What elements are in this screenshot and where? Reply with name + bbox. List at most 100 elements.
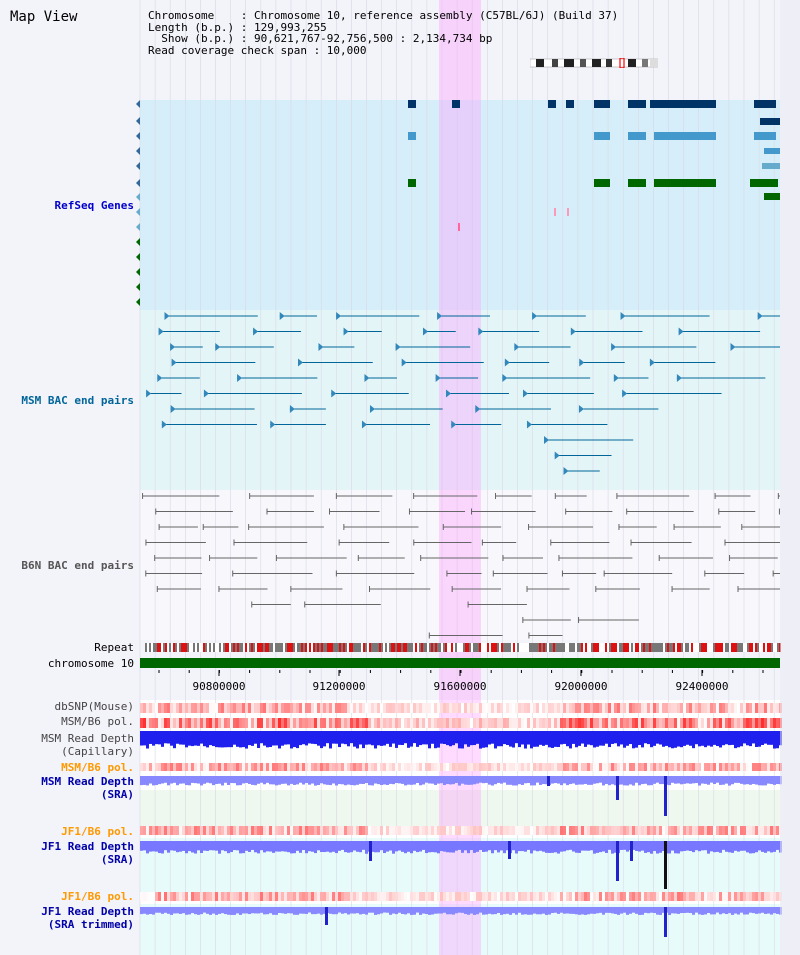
repeat-segment xyxy=(533,643,535,652)
read-depth-bar xyxy=(755,731,758,748)
read-depth-bar xyxy=(245,841,248,851)
polymorphism-cell xyxy=(545,763,548,771)
read-depth-bar xyxy=(179,731,182,745)
polymorphism-cell xyxy=(518,892,521,901)
polymorphism-cell xyxy=(206,763,209,771)
polymorphism-cell xyxy=(431,763,434,771)
read-depth-bar xyxy=(758,841,761,851)
read-depth-bar xyxy=(707,731,710,746)
polymorphism-cell xyxy=(581,826,584,835)
repeat-segment xyxy=(153,643,155,652)
polymorphism-cell xyxy=(215,892,218,901)
chromosome-ideogram[interactable] xyxy=(529,53,659,69)
track-label-jf1-depth-sra[interactable]: JF1 Read Depth (SRA) xyxy=(41,840,134,866)
polymorphism-cell xyxy=(371,703,374,713)
polymorphism-cell xyxy=(401,826,404,835)
polymorphism-cell xyxy=(221,892,224,901)
track-label-jf1-depth-trimmed[interactable]: JF1 Read Depth (SRA trimmed) xyxy=(41,905,134,931)
read-depth-bar xyxy=(710,907,713,915)
polymorphism-cell xyxy=(410,763,413,771)
polymorphism-cell xyxy=(422,763,425,771)
gene-exon-block xyxy=(458,223,460,231)
polymorphism-cell xyxy=(248,718,251,728)
track-label-b6n-bac[interactable]: B6N BAC end pairs xyxy=(21,559,134,572)
polymorphism-cell xyxy=(344,703,347,713)
read-depth-bar xyxy=(170,907,173,915)
polymorphism-cell xyxy=(302,718,305,728)
polymorphism-cell xyxy=(692,718,695,728)
read-depth-bar xyxy=(266,907,269,915)
track-label-dbsnp[interactable]: dbSNP(Mouse) xyxy=(54,700,134,713)
track-label-msm-depth-capillary[interactable]: MSM Read Depth (Capillary) xyxy=(41,732,134,758)
track-label-refseq[interactable]: RefSeq Genes xyxy=(54,199,134,212)
read-depth-bar xyxy=(167,841,170,853)
track-label-jf1-pol[interactable]: JF1/B6 pol. xyxy=(61,825,134,838)
polymorphism-cell xyxy=(689,718,692,728)
read-depth-bar xyxy=(488,731,491,745)
polymorphism-cell xyxy=(434,718,437,728)
repeat-segment xyxy=(711,643,713,652)
repeat-segment xyxy=(373,643,375,652)
msm-depth-sra-line1: MSM Read Depth xyxy=(41,775,134,788)
polymorphism-cell xyxy=(386,892,389,901)
read-depth-bar xyxy=(452,776,455,785)
read-depth-bar xyxy=(533,907,536,914)
read-depth-bar xyxy=(686,907,689,913)
polymorphism-cell xyxy=(158,703,161,713)
track-label-repeat[interactable]: Repeat xyxy=(94,641,134,654)
track-label-msm-pol[interactable]: MSM/B6 pol. xyxy=(61,715,134,728)
track-label-msm-bac[interactable]: MSM BAC end pairs xyxy=(21,394,134,407)
polymorphism-cell xyxy=(212,703,215,713)
polymorphism-cell xyxy=(479,718,482,728)
read-depth-bar xyxy=(197,731,200,746)
read-depth-bar xyxy=(701,841,704,851)
polymorphism-cell xyxy=(755,826,758,835)
polymorphism-cell xyxy=(584,718,587,728)
read-depth-bar xyxy=(365,731,368,745)
read-depth-bar xyxy=(677,841,680,854)
polymorphism-cell xyxy=(221,718,224,728)
repeat-segment xyxy=(513,643,515,652)
track-label-jf1-pol-2[interactable]: JF1/B6 pol. xyxy=(61,890,134,903)
read-depth-bar xyxy=(218,776,221,784)
read-depth-bar xyxy=(317,841,320,851)
track-label-msm-pol-2[interactable]: MSM/B6 pol. xyxy=(61,761,134,774)
right-scroll-area[interactable] xyxy=(780,0,800,955)
bac-end-marker xyxy=(157,374,163,382)
track-label-chromosome[interactable]: chromosome 10 xyxy=(47,657,134,670)
polymorphism-cell xyxy=(173,826,176,835)
read-depth-bar xyxy=(383,776,386,785)
track-label-msm-depth-sra[interactable]: MSM Read Depth (SRA) xyxy=(41,775,134,801)
polymorphism-cell xyxy=(158,826,161,835)
polymorphism-cell xyxy=(626,826,629,835)
read-depth-bar xyxy=(419,776,422,786)
polymorphism-cell xyxy=(245,826,248,835)
repeat-segment xyxy=(219,643,221,652)
repeat-segment xyxy=(169,643,171,652)
read-depth-bar xyxy=(341,731,344,744)
read-depth-bar xyxy=(185,776,188,786)
read-depth-bar xyxy=(482,731,485,748)
read-depth-bar xyxy=(368,776,371,786)
polymorphism-cell xyxy=(632,763,635,771)
read-depth-bar xyxy=(545,776,548,785)
repeat-segment xyxy=(423,643,425,652)
read-depth-bar xyxy=(362,907,365,914)
repeat-segment xyxy=(719,643,721,652)
read-depth-bar xyxy=(275,776,278,786)
read-depth-bar xyxy=(341,907,344,914)
polymorphism-cell xyxy=(647,763,650,771)
polymorphism-cell xyxy=(455,892,458,901)
bac-end-marker xyxy=(170,405,176,413)
polymorphism-cell xyxy=(332,826,335,835)
polymorphism-cell xyxy=(404,763,407,771)
repeat-segment xyxy=(315,643,317,652)
bac-end-marker xyxy=(215,343,221,351)
read-depth-bar xyxy=(158,907,161,913)
repeat-segment xyxy=(483,643,485,652)
read-depth-bar xyxy=(293,776,296,785)
polymorphism-cell xyxy=(209,763,212,771)
read-depth-bar xyxy=(368,731,371,745)
repeat-segment xyxy=(733,643,735,652)
